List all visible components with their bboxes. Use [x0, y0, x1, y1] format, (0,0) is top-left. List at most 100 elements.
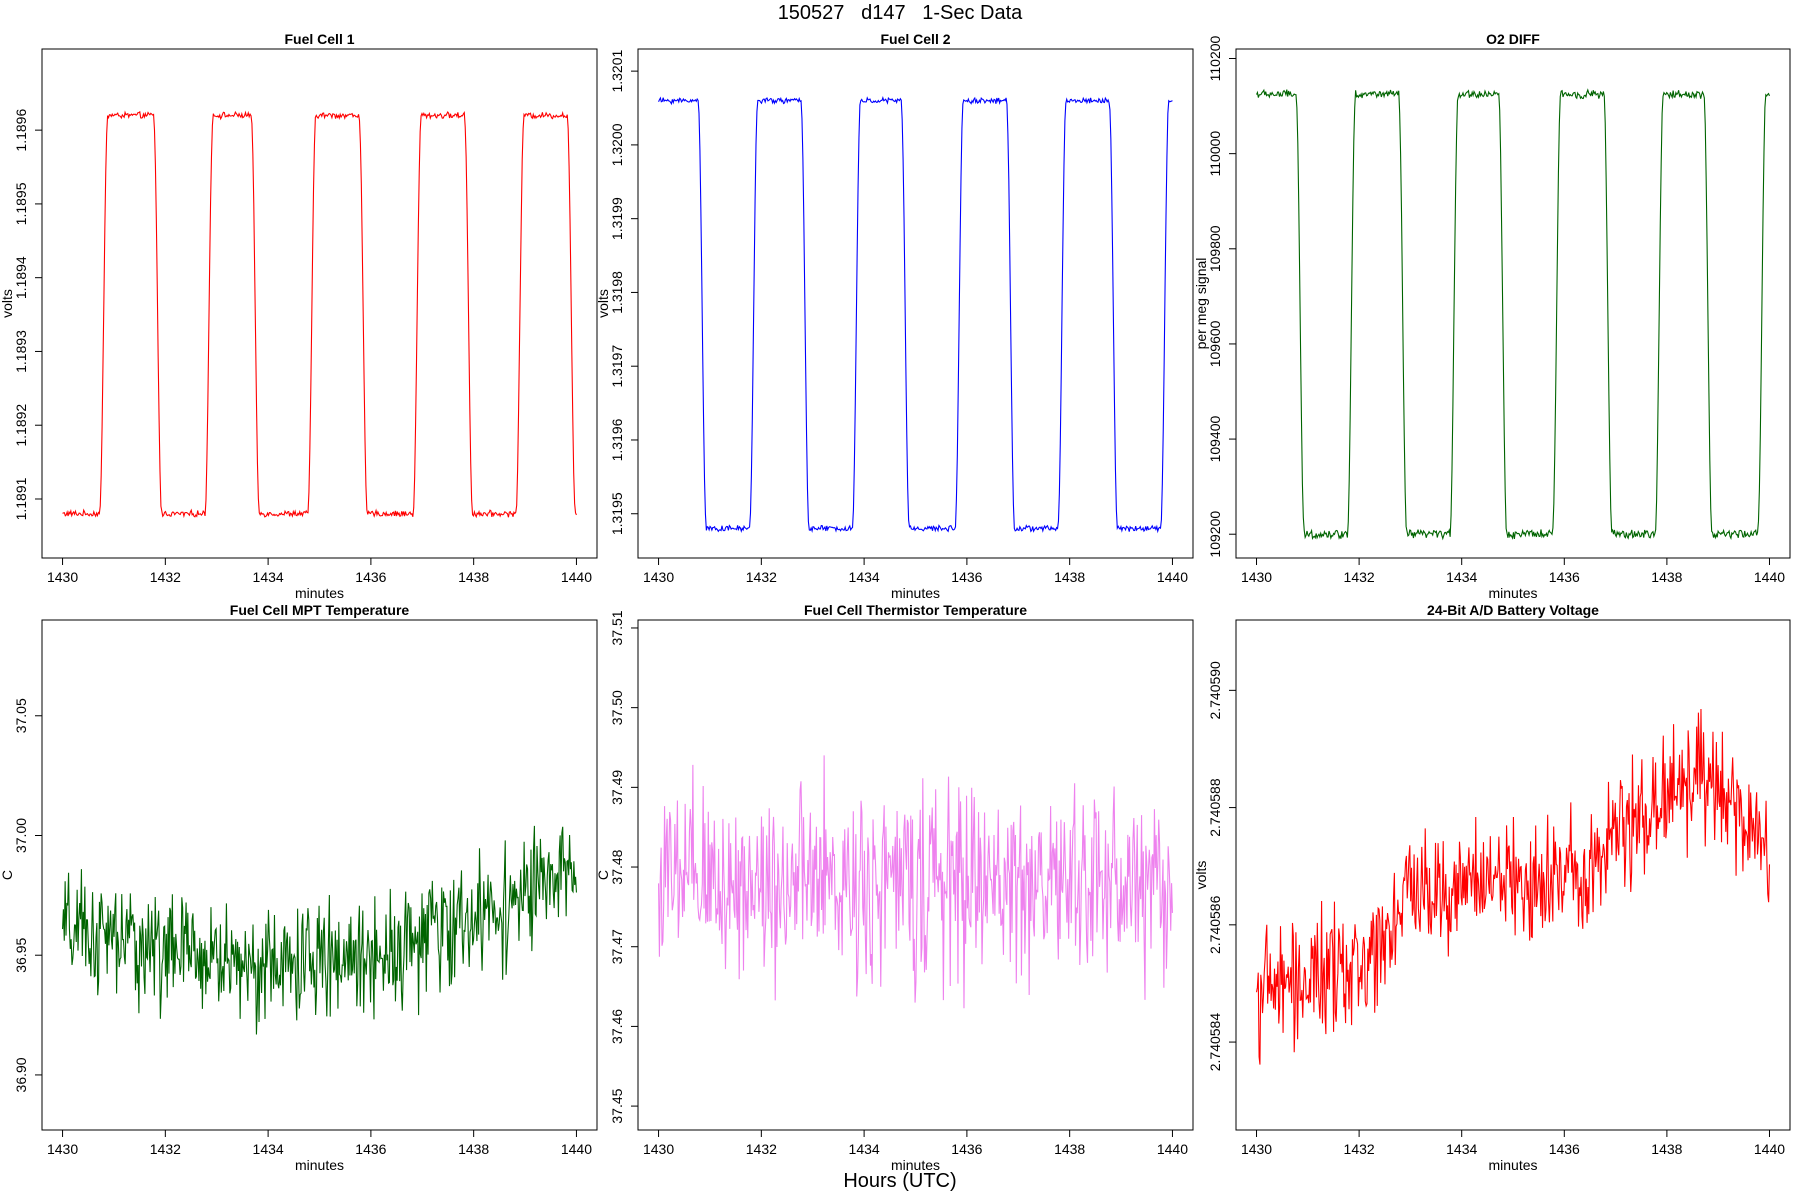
x-tick-label: 1432 — [746, 1141, 777, 1157]
y-tick-label: 37.47 — [609, 929, 625, 964]
y-tick-label: 37.00 — [13, 818, 29, 853]
x-tick-label: 1438 — [458, 569, 489, 585]
x-tick-label: 1436 — [951, 569, 982, 585]
x-axis-label: minutes — [1488, 585, 1537, 601]
y-tick-label: 2.740590 — [1207, 661, 1223, 720]
x-tick-label: 1434 — [849, 1141, 880, 1157]
y-tick-label: 110000 — [1207, 131, 1223, 177]
chart-title: Fuel Cell 2 — [880, 31, 950, 47]
x-tick-label: 1430 — [1241, 1141, 1272, 1157]
chart-panel-3: O2 DIFF 1430 1432 1434 1436 1438 1440 minutes 10… — [1193, 31, 1791, 601]
x-tick-label: 1436 — [1549, 569, 1580, 585]
y-tick-label: 1.3200 — [609, 123, 625, 166]
y-tick-label: 37.49 — [609, 770, 625, 805]
y-axis-label: volts — [0, 289, 15, 318]
x-tick-label: 1440 — [1754, 1141, 1785, 1157]
x-tick-label: 1438 — [1054, 569, 1085, 585]
plot-frame — [1235, 619, 1791, 1131]
data-series-line — [1255, 709, 1771, 1065]
x-tick-label: 1430 — [47, 569, 78, 585]
y-tick-label: 109200 — [1207, 511, 1223, 558]
chart-title: Fuel Cell MPT Temperature — [230, 602, 410, 618]
chart-title: Fuel Cell 1 — [284, 31, 354, 47]
y-tick-label: 2.740586 — [1207, 895, 1223, 954]
y-tick-label: 37.48 — [609, 849, 625, 884]
y-tick-label: 1.3196 — [609, 418, 625, 461]
chart-panel-5: Fuel Cell Thermistor Temperature 1430 1432… — [595, 602, 1194, 1173]
hours-utc-label: Hours (UTC) — [843, 1170, 957, 1192]
y-tick-label: 1.3199 — [609, 197, 625, 240]
y-tick-label: 36.90 — [13, 1057, 29, 1092]
y-tick-label: 37.50 — [609, 690, 625, 725]
x-tick-label: 1438 — [1054, 1141, 1085, 1157]
chart-panel-2: Fuel Cell 2 1430 1432 1434 1436 1438 1440 minut… — [595, 31, 1194, 601]
x-tick-label: 1436 — [355, 1141, 386, 1157]
x-tick-label: 1434 — [1446, 569, 1477, 585]
y-tick-label: 2.740584 — [1207, 1013, 1223, 1072]
chart-panel-4: Fuel Cell MPT Temperature 1430 1432 1434 143… — [0, 602, 598, 1173]
x-tick-label: 1436 — [355, 569, 386, 585]
x-tick-label: 1440 — [1754, 569, 1785, 585]
x-tick-label: 1440 — [1157, 1141, 1188, 1157]
chart-title: Fuel Cell Thermistor Temperature — [804, 602, 1027, 618]
x-tick-label: 1440 — [561, 569, 592, 585]
x-tick-label: 1432 — [1344, 1141, 1375, 1157]
y-tick-label: 109800 — [1207, 225, 1223, 272]
plot-frame — [1235, 48, 1791, 559]
x-axis-label: minutes — [891, 585, 940, 601]
y-tick-label: 2.740588 — [1207, 778, 1223, 837]
chart-title: O2 DIFF — [1486, 31, 1540, 47]
data-series-line — [62, 825, 577, 1035]
y-tick-label: 109600 — [1207, 320, 1223, 367]
x-tick-label: 1430 — [47, 1141, 78, 1157]
y-tick-label: 37.46 — [609, 1009, 625, 1044]
x-tick-label: 1438 — [1651, 1141, 1682, 1157]
y-axis-label: volts — [1193, 861, 1209, 890]
y-tick-label: 1.1892 — [13, 404, 29, 447]
y-tick-label: 37.51 — [609, 610, 625, 645]
chart-panel-1: Fuel Cell 1 1430 1432 1434 1436 1438 1440 minut… — [0, 31, 598, 601]
data-series-line — [1256, 88, 1770, 541]
x-axis-label: minutes — [295, 585, 344, 601]
x-tick-label: 1432 — [150, 569, 181, 585]
chart-title: 24-Bit A/D Battery Voltage — [1427, 602, 1599, 618]
x-tick-label: 1438 — [1651, 569, 1682, 585]
y-tick-label: 1.1894 — [13, 256, 29, 299]
x-tick-label: 1432 — [1344, 569, 1375, 585]
page-title: 150527 d147 1-Sec Data — [777, 2, 1023, 24]
plot-frame — [41, 48, 598, 559]
x-tick-label: 1434 — [253, 1141, 284, 1157]
y-tick-label: 1.3195 — [609, 492, 625, 535]
x-tick-label: 1440 — [1157, 569, 1188, 585]
x-tick-label: 1436 — [1549, 1141, 1580, 1157]
y-tick-label: 110200 — [1207, 35, 1223, 81]
y-tick-label: 37.05 — [13, 698, 29, 733]
y-tick-label: 1.3201 — [609, 50, 625, 93]
x-tick-label: 1430 — [643, 1141, 674, 1157]
y-tick-label: 37.45 — [609, 1088, 625, 1123]
x-tick-label: 1432 — [150, 1141, 181, 1157]
x-tick-label: 1430 — [643, 569, 674, 585]
x-axis-label: minutes — [891, 1157, 940, 1173]
x-axis-label: minutes — [295, 1157, 344, 1173]
x-tick-label: 1430 — [1241, 569, 1272, 585]
x-tick-label: 1438 — [458, 1141, 489, 1157]
y-tick-label: 1.1893 — [13, 330, 29, 373]
y-tick-label: 1.3198 — [609, 271, 625, 314]
x-axis-label: minutes — [1488, 1157, 1537, 1173]
plot-frame — [637, 619, 1194, 1131]
data-series-line — [658, 755, 1173, 1009]
y-tick-label: 36.95 — [13, 937, 29, 972]
y-axis-label: C — [0, 870, 15, 880]
y-axis-label: volts — [595, 289, 611, 318]
y-axis-label: C — [595, 870, 611, 880]
y-tick-label: 1.1891 — [13, 477, 29, 520]
chart-panel-6: 24-Bit A/D Battery Voltage 1430 1432 1434 14… — [1193, 602, 1791, 1173]
x-tick-label: 1434 — [849, 569, 880, 585]
x-tick-label: 1436 — [951, 1141, 982, 1157]
y-tick-label: 1.1896 — [13, 109, 29, 152]
x-tick-label: 1440 — [561, 1141, 592, 1157]
plot-frame — [41, 619, 598, 1131]
data-series-line — [658, 96, 1173, 534]
